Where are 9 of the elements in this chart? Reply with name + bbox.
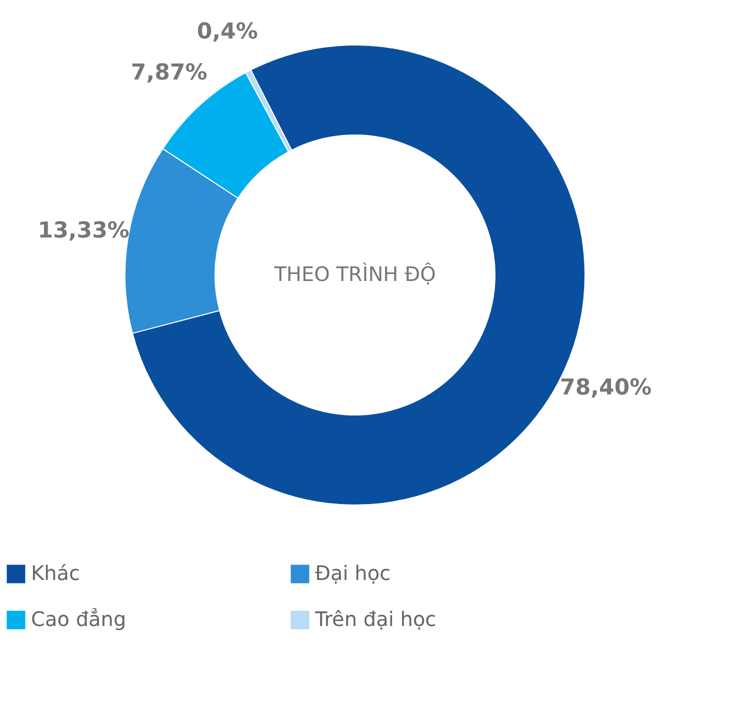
data-label: 13,33% [38,218,130,244]
legend-label: Trên đại học [314,607,436,631]
data-label: 7,87% [130,60,208,86]
text: THEO TRÌNH ĐỘ [273,262,436,286]
data-label: 0,4% [196,19,258,44]
legend-label: Cao đẳng [31,607,126,631]
legend-label: Khác [31,561,80,585]
data-label: 78,40% [560,376,652,401]
legend-label: Đại học [315,561,391,585]
